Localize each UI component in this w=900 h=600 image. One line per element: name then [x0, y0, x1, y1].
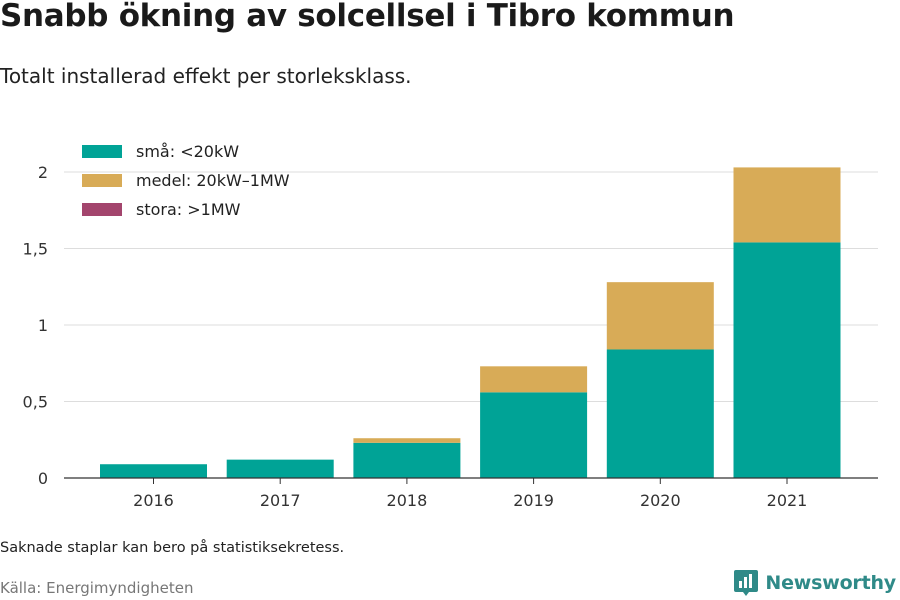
bar-segment: [100, 464, 207, 478]
legend: små: <20kW medel: 20kW–1MW stora: >1MW: [82, 142, 290, 219]
brand-logo[interactable]: Newsworthy: [733, 569, 896, 597]
newsworthy-logo-icon: [734, 570, 759, 596]
legend-label: små: <20kW: [136, 142, 239, 161]
legend-label: medel: 20kW–1MW: [136, 171, 290, 190]
bar-segment: [226, 459, 334, 478]
y-tick-label: 0: [38, 469, 48, 488]
x-tick-label: 2019: [513, 491, 554, 510]
legend-swatch: [82, 174, 122, 187]
source-label: Källa: Energimyndigheten: [0, 579, 194, 597]
y-tick-label: 2: [38, 163, 48, 182]
bar-segment: [353, 442, 461, 478]
bar-segment: [480, 366, 588, 393]
bar-segment: [606, 349, 714, 478]
x-tick-label: 2017: [260, 491, 301, 510]
bar-segment: [480, 392, 588, 478]
x-tick-label: 2018: [387, 491, 428, 510]
y-tick-label: 1: [38, 316, 48, 335]
y-tick-label: 1,5: [23, 240, 48, 259]
legend-swatch: [82, 203, 122, 216]
x-tick-label: 2016: [133, 491, 174, 510]
bars: [100, 167, 841, 478]
chart-subtitle: Totalt installerad effekt per storlekskl…: [0, 64, 412, 88]
axes: 0 0,5 1 1,5 2 2016 2017 2018 2019 2020 2021: [23, 163, 878, 510]
bar-segment: [606, 282, 714, 350]
bar-segment: [353, 438, 461, 443]
stacked-bar-chart: 0 0,5 1 1,5 2 2016 2017 2018 2019 2020 2021 små: <…: [23, 142, 878, 510]
x-tick-label: 2021: [767, 491, 808, 510]
brand-name: Newsworthy: [765, 572, 896, 594]
footnote: Saknade staplar kan bero på statistiksek…: [0, 540, 345, 556]
bar-segment: [733, 242, 841, 478]
legend-swatch: [82, 145, 122, 158]
legend-label: stora: >1MW: [136, 200, 241, 219]
y-tick-label: 0,5: [23, 393, 48, 412]
x-tick-label: 2020: [640, 491, 681, 510]
bar-segment: [733, 167, 841, 243]
chart-title: Snabb ökning av solcellsel i Tibro kommu…: [0, 0, 735, 34]
